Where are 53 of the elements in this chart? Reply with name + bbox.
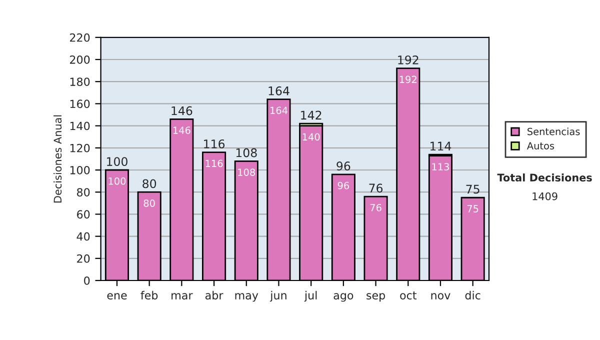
x-tick-label: may bbox=[235, 293, 258, 302]
y-tick-label: 200 bbox=[70, 55, 90, 64]
total-label: 116 bbox=[204, 139, 225, 148]
total-label: 146 bbox=[172, 106, 192, 116]
y-tick-label: 60 bbox=[77, 210, 90, 219]
legend-label: Sentencias bbox=[528, 128, 580, 136]
total-label: 108 bbox=[236, 148, 257, 158]
x-tick-label: sep bbox=[366, 293, 386, 302]
text: Total Decisiones bbox=[497, 173, 592, 182]
data-label: 96 bbox=[338, 182, 349, 190]
y-tick-label: 160 bbox=[70, 100, 90, 108]
data-label: 80 bbox=[144, 200, 155, 207]
x-tick-label: ago bbox=[334, 293, 354, 302]
x-tick-label: ene bbox=[107, 293, 127, 300]
y-tick-label: 140 bbox=[70, 122, 90, 130]
y-tick-label: 0 bbox=[84, 276, 90, 285]
data-label: 76 bbox=[370, 204, 382, 212]
x-tick-label: mar bbox=[172, 293, 193, 300]
data-label: 164 bbox=[270, 106, 288, 114]
total-label: 80 bbox=[142, 179, 156, 188]
total-label: 164 bbox=[268, 86, 290, 96]
y-tick-label: 40 bbox=[76, 232, 90, 241]
data-label: 113 bbox=[432, 163, 449, 170]
x-tick-label: oct bbox=[400, 292, 416, 300]
data-label: 140 bbox=[302, 133, 320, 141]
total-label: 192 bbox=[398, 55, 418, 64]
x-tick-label: jun bbox=[270, 290, 286, 302]
y-tick-label: 80 bbox=[77, 188, 90, 196]
data-label: 75 bbox=[467, 205, 478, 212]
y-tick-label: 120 bbox=[70, 144, 90, 152]
x-tick-label: feb bbox=[140, 290, 158, 300]
data-label: 192 bbox=[400, 76, 416, 84]
y-tick-label: 20 bbox=[77, 254, 90, 263]
y-tick-label: 220 bbox=[70, 33, 90, 42]
legend-label: Autos bbox=[526, 142, 554, 150]
total-label: 142 bbox=[301, 110, 322, 120]
y-axis-title: Decisiones Anual bbox=[54, 115, 62, 202]
x-tick-label: jul bbox=[304, 290, 317, 302]
data-label: 146 bbox=[173, 126, 190, 134]
text: 1409 bbox=[532, 192, 558, 200]
total-label: 76 bbox=[369, 184, 383, 193]
total-label: 96 bbox=[336, 162, 350, 170]
y-tick-label: 100 bbox=[70, 166, 90, 174]
x-tick-label: dic bbox=[465, 290, 480, 300]
data-label: 108 bbox=[238, 168, 255, 176]
x-tick-label: abr bbox=[205, 290, 224, 300]
data-label: 116 bbox=[206, 160, 223, 168]
total-label: 75 bbox=[466, 184, 480, 194]
x-tick-label: nov bbox=[431, 293, 450, 300]
total-label: 100 bbox=[107, 157, 128, 166]
total-label: 114 bbox=[430, 142, 452, 150]
data-label: 100 bbox=[108, 177, 126, 185]
y-tick-label: 180 bbox=[70, 78, 90, 86]
